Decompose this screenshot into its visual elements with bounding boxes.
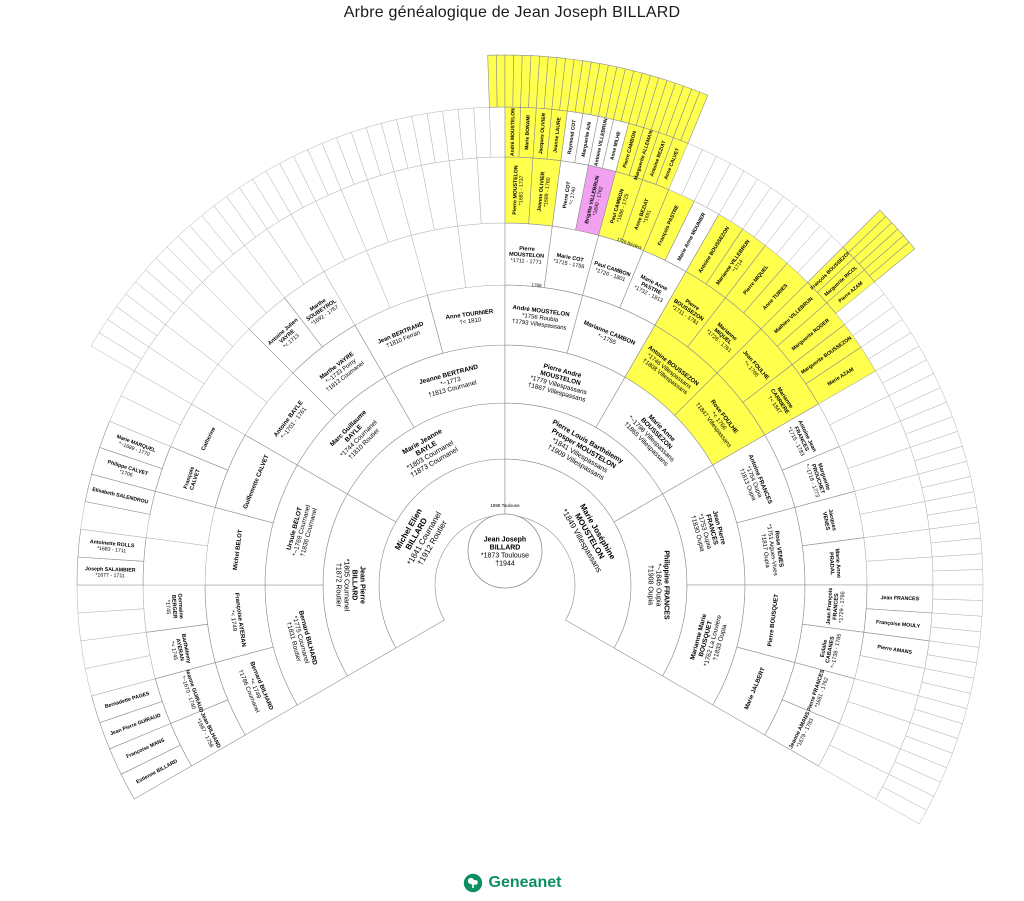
ancestor-cell-empty — [932, 569, 984, 586]
ancestor-cell-empty — [931, 553, 983, 572]
ancestor-label: Marie AnnePRADAL — [827, 548, 842, 578]
ancestor-label: Rose VENES*1751 Aigues-Vives†1817 Oupia — [758, 523, 784, 577]
ancestor-cell[interactable] — [504, 54, 515, 108]
svg-text:Jean PierreBILLARD*1805 Courna: Jean PierreBILLARD*1805 Cournanel†1872 R… — [335, 559, 366, 612]
ancestor-label: Marie BONAMI — [524, 114, 532, 150]
ancestor-label: PierreMOUSTELON*1711 - 1771 — [508, 245, 544, 266]
svg-text:Pierre MOUSTELON*1681 - 1737: Pierre MOUSTELON*1681 - 1737 — [512, 165, 526, 215]
ancestor-label: Pierre MOUSTELON*1681 - 1737 — [512, 165, 526, 215]
marriage-arc-label: 1768 — [531, 282, 542, 288]
ancestor-label: GermaineBERGER*1745 — [164, 593, 184, 620]
svg-text:BarthélemyAYERAN*< 1745: BarthélemyAYERAN*< 1745 — [167, 633, 191, 667]
ancestor-label: Antoinette ROLLS*1683 - 1711 — [89, 539, 136, 555]
svg-text:Ursule BELOT*~1769 Cournanel†1: Ursule BELOT*~1769 Cournanel†1836 Courna… — [285, 502, 320, 559]
ancestor-label: Jacques OLIVIER — [538, 112, 547, 154]
ancestor-label: Jean FrançoisFRANCES*1729 - 1785 — [826, 588, 847, 626]
svg-text:Marie AnnePRADAL: Marie AnnePRADAL — [827, 548, 841, 578]
ancestor-label: Michel BELOT — [233, 529, 244, 570]
ancestor-label: Jeanne OLIVIER*1689 - 1760 — [537, 171, 553, 212]
ancestor-label: Françoise MOULY — [876, 619, 921, 629]
chart-title: Arbre généalogique de Jean Joseph BILLAR… — [343, 4, 681, 21]
svg-text:André MOUSTELON: André MOUSTELON — [510, 108, 517, 156]
ancestor-label: Ursule BELOT*~1769 Cournanel†1836 Courna… — [285, 502, 320, 559]
ancestor-cell-empty — [473, 107, 492, 159]
svg-text:1898 Toulouse: 1898 Toulouse — [490, 503, 520, 508]
svg-text:Rose VENES*1751 Aigues-Vives†1: Rose VENES*1751 Aigues-Vives†1817 Oupia — [758, 523, 784, 577]
svg-text:PierreMOUSTELON*1711 - 1771: PierreMOUSTELON*1711 - 1771 — [508, 245, 544, 266]
ancestor-cell[interactable] — [495, 54, 506, 108]
svg-text:Joseph SALAMBIER*1677 - 1711: Joseph SALAMBIER*1677 - 1711 — [85, 566, 136, 580]
ancestor-label: Pierre AMANS — [877, 644, 913, 656]
svg-text:Pierre AMANS: Pierre AMANS — [877, 644, 913, 656]
svg-text:Jeanne OLIVIER*1689 - 1760: Jeanne OLIVIER*1689 - 1760 — [537, 171, 553, 212]
ancestor-label: BarthélemyAYERAN*< 1745 — [167, 633, 192, 667]
ancestor-cell[interactable] — [680, 91, 709, 144]
ancestor-label: Jean PierreBILLARD*1805 Cournanel†1872 R… — [335, 559, 366, 612]
svg-text:Jean FrançoisFRANCES*1729 - 17: Jean FrançoisFRANCES*1729 - 1785 — [826, 588, 847, 626]
svg-text:Antoine JeanFRANCES*1715 - 178: Antoine JeanFRANCES*1715 - 1783 — [785, 419, 817, 459]
geneanet-logo-text[interactable]: Geneanet — [488, 874, 562, 891]
ancestor-cell-empty — [476, 156, 506, 225]
root-person-circle[interactable] — [467, 513, 543, 589]
ancestor-cell-empty — [142, 537, 208, 586]
ancestor-label: Philippine FRANCES*~1846 Oupia†1908 Oupi… — [647, 550, 670, 620]
ancestor-cell[interactable] — [869, 241, 916, 283]
ancestor-cell-empty — [932, 584, 984, 601]
ancestor-cell[interactable] — [487, 54, 498, 108]
ancestor-label: Pierre COT*< 1740 — [562, 180, 578, 210]
ancestor-cell-empty — [865, 556, 934, 586]
ancestor-label: Antoine JeanFRANCES*1715 - 1783 — [785, 419, 817, 459]
marriage-arc-label: 1898 Toulouse — [490, 503, 520, 508]
ancestor-label: JacquesVENES — [821, 509, 837, 533]
ancestor-label: MarianneMIQUEL*1726 - 1761 — [705, 319, 741, 354]
svg-text:Philippine FRANCES*~1846 Oupia: Philippine FRANCES*~1846 Oupia†1908 Oupi… — [647, 550, 670, 620]
ancestor-label: Raymond COT — [567, 119, 578, 154]
svg-text:Françoise MOULY: Françoise MOULY — [876, 619, 921, 629]
ancestor-cell-empty — [76, 584, 145, 614]
svg-text:Raymond COT: Raymond COT — [567, 119, 578, 154]
ancestor-cell-empty — [875, 786, 927, 825]
ancestor-label: Jeanne LAURE — [553, 116, 563, 153]
ancestor-label: Joseph SALAMBIER*1677 - 1711 — [85, 566, 136, 580]
svg-text:Michel BELOT: Michel BELOT — [233, 529, 244, 570]
svg-text:MarianneMIQUEL*1726 - 1761: MarianneMIQUEL*1726 - 1761 — [705, 319, 741, 354]
svg-text:Jeanne LAURE: Jeanne LAURE — [553, 116, 563, 153]
svg-text:Pierre COT*< 1740: Pierre COT*< 1740 — [562, 180, 578, 210]
svg-text:JacquesVENES: JacquesVENES — [821, 509, 837, 533]
svg-text:Antoinette ROLLS*1683 - 1711: Antoinette ROLLS*1683 - 1711 — [89, 539, 135, 555]
footer: Geneanet — [0, 873, 1024, 893]
svg-text:Marie BONAMI: Marie BONAMI — [524, 114, 532, 150]
ancestor-cell-empty — [489, 106, 506, 158]
ancestor-cell-empty — [457, 222, 506, 288]
svg-text:Jean FRANCES: Jean FRANCES — [881, 595, 920, 602]
root-person-label: Jean Joseph BILLARD *1873 Toulouse †1944 — [481, 537, 529, 568]
svg-text:Jacques OLIVIER: Jacques OLIVIER — [538, 112, 547, 154]
svg-text:1768: 1768 — [531, 282, 542, 288]
svg-text:GermaineBERGER*1745: GermaineBERGER*1745 — [164, 593, 184, 620]
ancestor-label: André MOUSTELON — [510, 108, 517, 156]
ancestor-label: Jean FRANCES — [881, 595, 920, 602]
geneanet-logo-icon[interactable] — [463, 873, 483, 893]
